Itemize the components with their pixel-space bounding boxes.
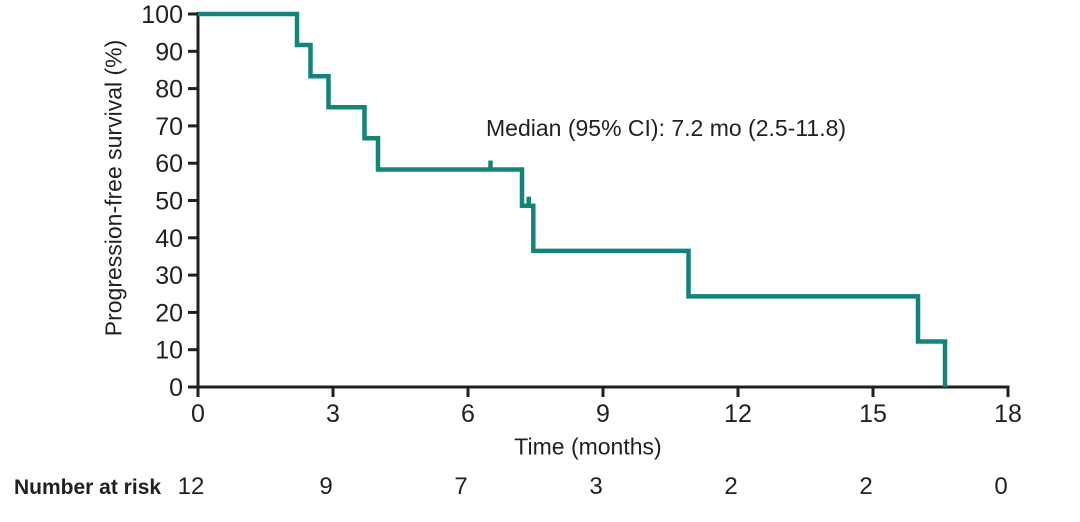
y-tick-label: 50 — [155, 188, 183, 216]
y-tick-label: 40 — [155, 225, 183, 253]
x-tick-label: 15 — [859, 400, 887, 428]
x-tick-label: 6 — [461, 400, 475, 428]
y-tick-label: 100 — [141, 1, 183, 29]
y-tick-label: 90 — [155, 38, 183, 66]
x-tick-label: 9 — [596, 400, 610, 428]
risk-count-month-15: 2 — [859, 473, 873, 500]
censor-marks — [488, 160, 531, 206]
x-tick-label: 0 — [191, 400, 205, 428]
y-tick-label: 20 — [155, 299, 183, 327]
tick-marks — [188, 12, 1010, 397]
risk-count-month-3: 9 — [319, 473, 333, 500]
axes — [196, 12, 1010, 389]
y-tick-label: 30 — [155, 262, 183, 290]
number-at-risk-label: Number at risk — [14, 476, 162, 499]
y-tick-label: 70 — [155, 113, 183, 141]
median-ci-annotation: Median (95% CI): 7.2 mo (2.5-11.8) — [486, 115, 847, 141]
y-tick-label: 0 — [169, 374, 183, 402]
x-tick-label: 12 — [724, 400, 752, 428]
risk-count-month-6: 7 — [454, 473, 468, 500]
risk-count-month-0: 12 — [177, 473, 205, 500]
y-tick-label: 80 — [155, 76, 183, 104]
y-tick-label: 60 — [155, 150, 183, 178]
x-axis-title: Time (months) — [514, 433, 662, 460]
y-axis-title: Progression-free survival (%) — [100, 39, 127, 337]
tick-labels: 0 10 20 30 40 50 60 70 80 90 100 0 3 6 9 12 15 18 — [141, 1, 1022, 428]
y-tick-label: 10 — [155, 337, 183, 365]
risk-count-month-12: 2 — [724, 473, 738, 500]
risk-count-month-9: 3 — [589, 473, 603, 500]
km-step-curve — [198, 11, 948, 387]
x-tick-label: 3 — [326, 400, 340, 428]
risk-count-month-18: 0 — [994, 473, 1008, 500]
x-tick-label: 18 — [994, 400, 1022, 428]
